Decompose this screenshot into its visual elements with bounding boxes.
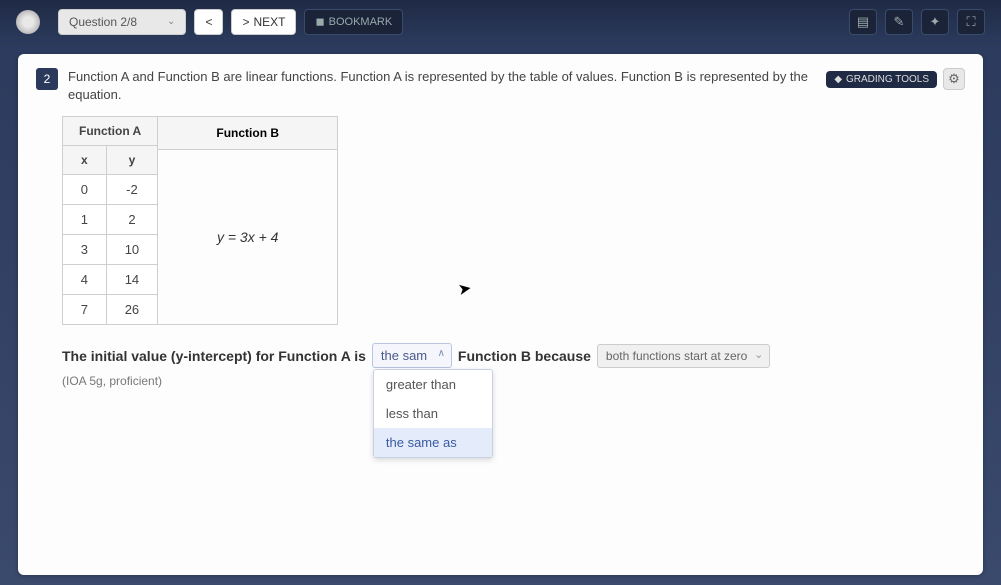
answer-sentence: The initial value (y-intercept) for Func… xyxy=(62,343,965,368)
table-row: 0-2 xyxy=(63,175,158,205)
table-row: 414 xyxy=(63,265,158,295)
table-row: 310 xyxy=(63,235,158,265)
dropdown-compare[interactable]: the sam greater than less than the same … xyxy=(372,343,452,368)
function-b-box: Function B y = 3x + 4 xyxy=(158,116,338,325)
fullscreen-icon[interactable]: ⛶ xyxy=(957,9,985,35)
function-a-title: Function A xyxy=(63,117,158,146)
gear-icon[interactable]: ⚙ xyxy=(943,68,965,90)
table-row: 726 xyxy=(63,295,158,325)
page-icon[interactable]: ▤ xyxy=(849,9,877,35)
next-button[interactable]: > NEXT xyxy=(231,9,296,35)
bookmark-label: BOOKMARK xyxy=(329,16,393,28)
chevron-left-icon: < xyxy=(205,15,212,29)
dropdown-compare-value: the sam xyxy=(381,348,427,363)
table-row: 12 xyxy=(63,205,158,235)
dropdown-compare-menu: greater than less than the same as xyxy=(373,369,493,458)
dropdown-option[interactable]: less than xyxy=(374,399,492,428)
question-number: 2 xyxy=(36,68,58,90)
dropdown-reason-value: both functions start at zero xyxy=(606,349,747,363)
question-text: Function A and Function B are linear fun… xyxy=(68,68,816,104)
question-selector[interactable]: Question 2/8 ⌄ xyxy=(58,9,186,35)
grading-tools-label: GRADING TOOLS xyxy=(846,74,929,85)
highlighter-icon[interactable]: ✎ xyxy=(885,9,913,35)
eraser-icon[interactable]: ✦ xyxy=(921,9,949,35)
function-b-equation: y = 3x + 4 xyxy=(158,150,337,324)
question-selector-label: Question 2/8 xyxy=(69,15,137,29)
col-y: y xyxy=(106,146,158,175)
question-panel: 2 Function A and Function B are linear f… xyxy=(18,54,983,575)
chevron-down-icon: ⌄ xyxy=(167,16,175,27)
function-tables: Function A x y 0-2 12 310 414 726 Functi… xyxy=(62,116,965,325)
dropdown-reason[interactable]: both functions start at zero xyxy=(597,344,770,368)
dropdown-option[interactable]: greater than xyxy=(374,370,492,399)
sentence-part1: The initial value (y-intercept) for Func… xyxy=(62,348,366,364)
grading-tools-button[interactable]: ◆ GRADING TOOLS xyxy=(826,71,937,88)
sentence-part2: Function B because xyxy=(458,348,591,364)
top-toolbar: Question 2/8 ⌄ < > NEXT ◼ BOOKMARK ▤ ✎ ✦… xyxy=(0,0,1001,44)
grading-tools-icon: ◆ xyxy=(834,74,842,85)
app-logo xyxy=(16,10,40,34)
function-a-table: Function A x y 0-2 12 310 414 726 xyxy=(62,116,158,325)
bookmark-icon: ◼ xyxy=(315,15,324,28)
prev-button[interactable]: < xyxy=(194,9,223,35)
next-label: NEXT xyxy=(253,15,285,29)
function-b-title: Function B xyxy=(158,117,337,150)
standard-note: (IOA 5g, proficient) xyxy=(62,374,965,388)
bookmark-button[interactable]: ◼ BOOKMARK xyxy=(304,9,403,35)
chevron-right-icon: > xyxy=(242,15,249,29)
col-x: x xyxy=(63,146,107,175)
dropdown-option[interactable]: the same as xyxy=(374,428,492,457)
function-a-body: 0-2 12 310 414 726 xyxy=(63,175,158,325)
